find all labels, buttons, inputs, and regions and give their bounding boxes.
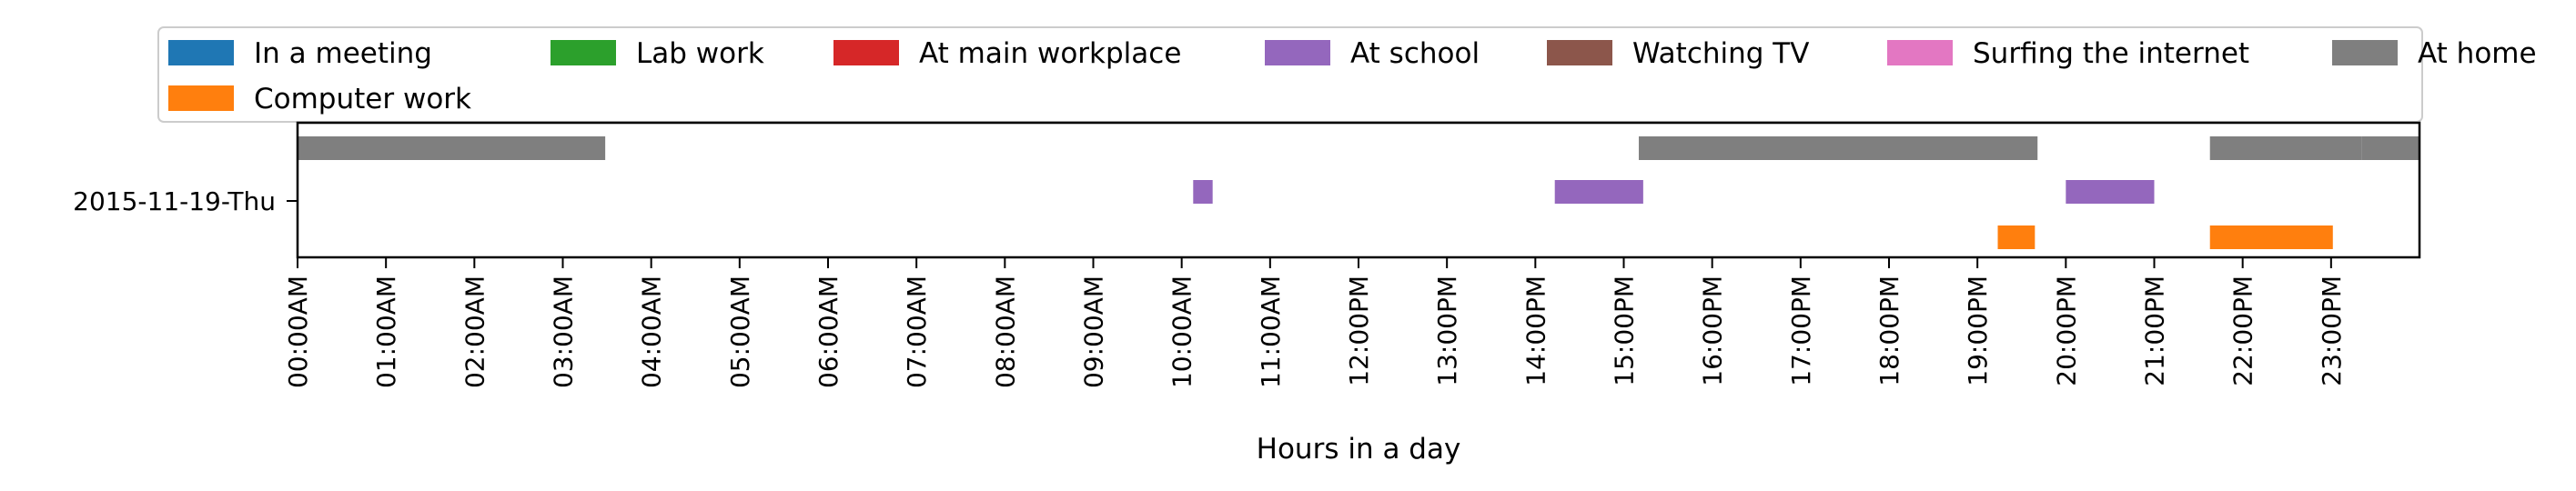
bars-layer (298, 136, 2419, 249)
timeline-bar (1193, 180, 1213, 204)
legend-swatch (2332, 40, 2398, 65)
x-tick-label: 22:00PM (2228, 276, 2258, 386)
x-tick-label: 03:00AM (549, 276, 579, 388)
x-tick-label: 21:00PM (2140, 276, 2170, 386)
legend-swatch (168, 85, 234, 111)
x-tick-label: 11:00AM (1256, 276, 1286, 388)
timeline-bar (2066, 180, 2155, 204)
x-tick-label: 07:00AM (902, 276, 932, 388)
legend-entry-label: At main workplace (919, 37, 1181, 70)
x-tick-label: 19:00PM (1963, 276, 1993, 386)
x-axis-label: Hours in a day (1257, 433, 1461, 466)
timeline-bar (2361, 136, 2419, 160)
legend-swatch (168, 40, 234, 65)
timeline-bar (1997, 225, 2036, 249)
legend-swatch (551, 40, 616, 65)
x-tick-label: 16:00PM (1698, 276, 1728, 386)
x-tick-label: 01:00AM (371, 276, 401, 388)
x-tick-label: 18:00PM (1874, 276, 1904, 386)
x-tick-label: 20:00PM (2051, 276, 2081, 386)
legend-entry-label: Computer work (254, 83, 471, 115)
timeline-bar (1554, 180, 1643, 204)
x-axis-ticks: 00:00AM 01:00AM 02:00AM 03:00AM 04:00AM 05:00… (283, 257, 2347, 388)
timeline-bar (298, 136, 606, 160)
x-tick-label: 04:00AM (637, 276, 667, 388)
y-axis-ticks: 2015-11-19-Thu (73, 186, 298, 216)
legend-entry-label: At home (2418, 37, 2537, 70)
timeline-bar (2209, 136, 2362, 160)
x-tick-label: 05:00AM (725, 276, 755, 388)
legend-swatch (1547, 40, 1612, 65)
x-tick-label: 23:00PM (2317, 276, 2347, 386)
x-tick-label: 09:00AM (1079, 276, 1109, 388)
x-tick-label: 10:00AM (1167, 276, 1197, 388)
legend-swatch (1887, 40, 1953, 65)
timeline-bar (2209, 225, 2333, 249)
legend-entry-label: In a meeting (254, 37, 432, 70)
x-tick-label: 08:00AM (990, 276, 1020, 388)
legend-entry-label: At school (1350, 37, 1480, 70)
legend-entry-label: Watching TV (1632, 37, 1809, 70)
x-tick-label: 17:00PM (1786, 276, 1816, 386)
y-tick-label: 2015-11-19-Thu (73, 186, 276, 216)
legend-swatch (833, 40, 899, 65)
timeline-bar (1639, 136, 2038, 160)
legend-entry-label: Lab work (636, 37, 764, 70)
x-tick-label: 15:00PM (1610, 276, 1640, 386)
x-tick-label: 06:00AM (813, 276, 844, 388)
x-tick-label: 00:00AM (283, 276, 313, 388)
x-tick-label: 02:00AM (460, 276, 490, 388)
legend-swatch (1265, 40, 1330, 65)
legend: In a meeting Lab work At main workplace At … (157, 26, 2537, 123)
x-tick-label: 13:00PM (1432, 276, 1462, 386)
x-tick-label: 12:00PM (1344, 276, 1374, 386)
legend-entry-label: Surfing the internet (1973, 37, 2249, 70)
x-tick-label: 14:00PM (1520, 276, 1551, 386)
